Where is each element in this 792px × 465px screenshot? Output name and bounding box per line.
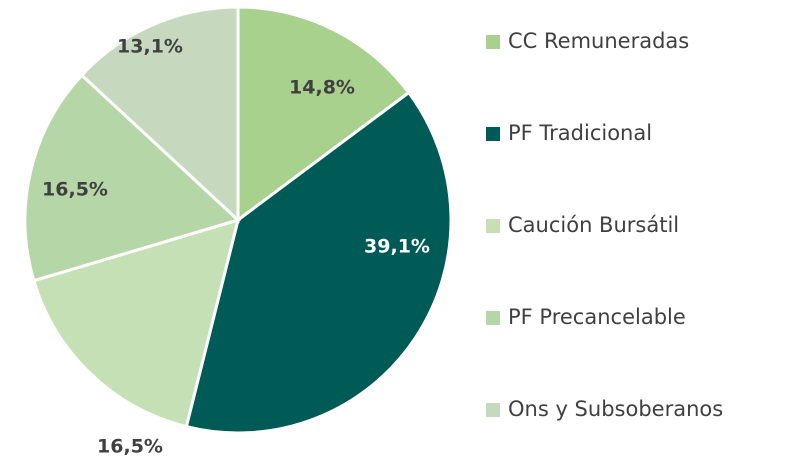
data-label: 16,5% bbox=[42, 179, 108, 201]
legend-label: Ons y Subsoberanos bbox=[508, 397, 723, 421]
data-label: 16,5% bbox=[97, 436, 163, 458]
data-label: 13,1% bbox=[117, 36, 183, 58]
legend-swatch bbox=[486, 219, 500, 233]
pie-slice bbox=[236, 5, 411, 223]
data-label: 39,1% bbox=[364, 236, 430, 258]
data-label: 14,8% bbox=[289, 77, 355, 99]
legend-swatch bbox=[486, 403, 500, 417]
pie-slice bbox=[23, 73, 241, 283]
pie-slice bbox=[31, 217, 241, 429]
pie-slice bbox=[184, 90, 453, 435]
legend-label: Caución Bursátil bbox=[508, 213, 679, 237]
legend-label: PF Precancelable bbox=[508, 305, 686, 329]
pie-slice bbox=[79, 5, 240, 224]
legend-label: PF Tradicional bbox=[508, 121, 652, 145]
legend-label: CC Remuneradas bbox=[508, 29, 689, 53]
legend-swatch bbox=[486, 311, 500, 325]
legend-swatch bbox=[486, 35, 500, 49]
legend-swatch bbox=[486, 127, 500, 141]
